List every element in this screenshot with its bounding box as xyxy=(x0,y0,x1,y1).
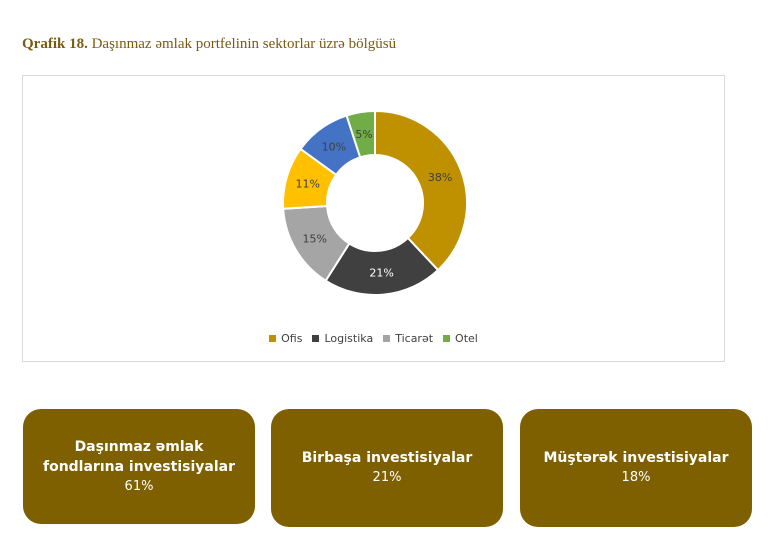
legend-label: Otel xyxy=(455,332,478,345)
donut-chart: 38% 21% 15% 11% 10% 5% xyxy=(282,109,468,296)
summary-box-direct-investments: Birbaşa investisiyalar 21% xyxy=(271,409,503,527)
chart-frame: 38% 21% 15% 11% 10% 5% Ofis Logistika Ticarət Ot… xyxy=(22,75,725,362)
chart-legend: Ofis Logistika Ticarət Otel xyxy=(23,332,724,345)
donut-slice-ofis xyxy=(374,109,468,272)
summary-box-real-estate-funds: Daşınmaz əmlak fondlarına investisiyalar… xyxy=(23,409,255,524)
legend-label: Ofis xyxy=(281,332,303,345)
legend-item-ofis: Ofis xyxy=(269,332,302,345)
figure-label: Qrafik 18. xyxy=(22,36,88,52)
donut-data-label: 21% xyxy=(369,267,393,280)
legend-item-logistika: Logistika xyxy=(312,332,373,345)
legend-swatch xyxy=(383,335,391,342)
donut-data-label: 10% xyxy=(322,140,346,153)
donut-data-label: 15% xyxy=(303,233,327,246)
summary-box-title: Birbaşa investisiyalar xyxy=(301,450,473,466)
donut-data-label: 5% xyxy=(355,128,372,141)
donut-data-label: 11% xyxy=(296,177,320,190)
donut-slice-segment-5 xyxy=(345,109,376,159)
legend-label: Logistika xyxy=(324,332,374,345)
legend-swatch xyxy=(443,335,451,342)
donut-slice-logistika xyxy=(324,236,440,296)
legend-label: Ticarət xyxy=(395,332,434,345)
legend-swatch xyxy=(269,335,277,342)
donut-data-label: 38% xyxy=(428,171,452,184)
legend-item-otel: Otel xyxy=(443,332,478,345)
summary-box-title: Daşınmaz əmlak fondlarına investisiyalar xyxy=(42,438,235,475)
summary-box-value: 21% xyxy=(372,470,402,485)
summary-box-title: Müştərək investisiyalar xyxy=(543,450,729,466)
legend-swatch xyxy=(312,335,320,342)
figure-caption: Daşınmaz əmlak portfelinin sektorlar üzr… xyxy=(91,36,397,52)
figure-title: Qrafik 18. Daşınmaz əmlak portfelinin se… xyxy=(22,36,396,53)
summary-box-value: 18% xyxy=(621,470,651,485)
summary-box-value: 61% xyxy=(124,478,154,494)
summary-box-joint-investments: Müştərək investisiyalar 18% xyxy=(520,409,752,527)
legend-item-ticarət: Ticarət xyxy=(383,332,433,345)
